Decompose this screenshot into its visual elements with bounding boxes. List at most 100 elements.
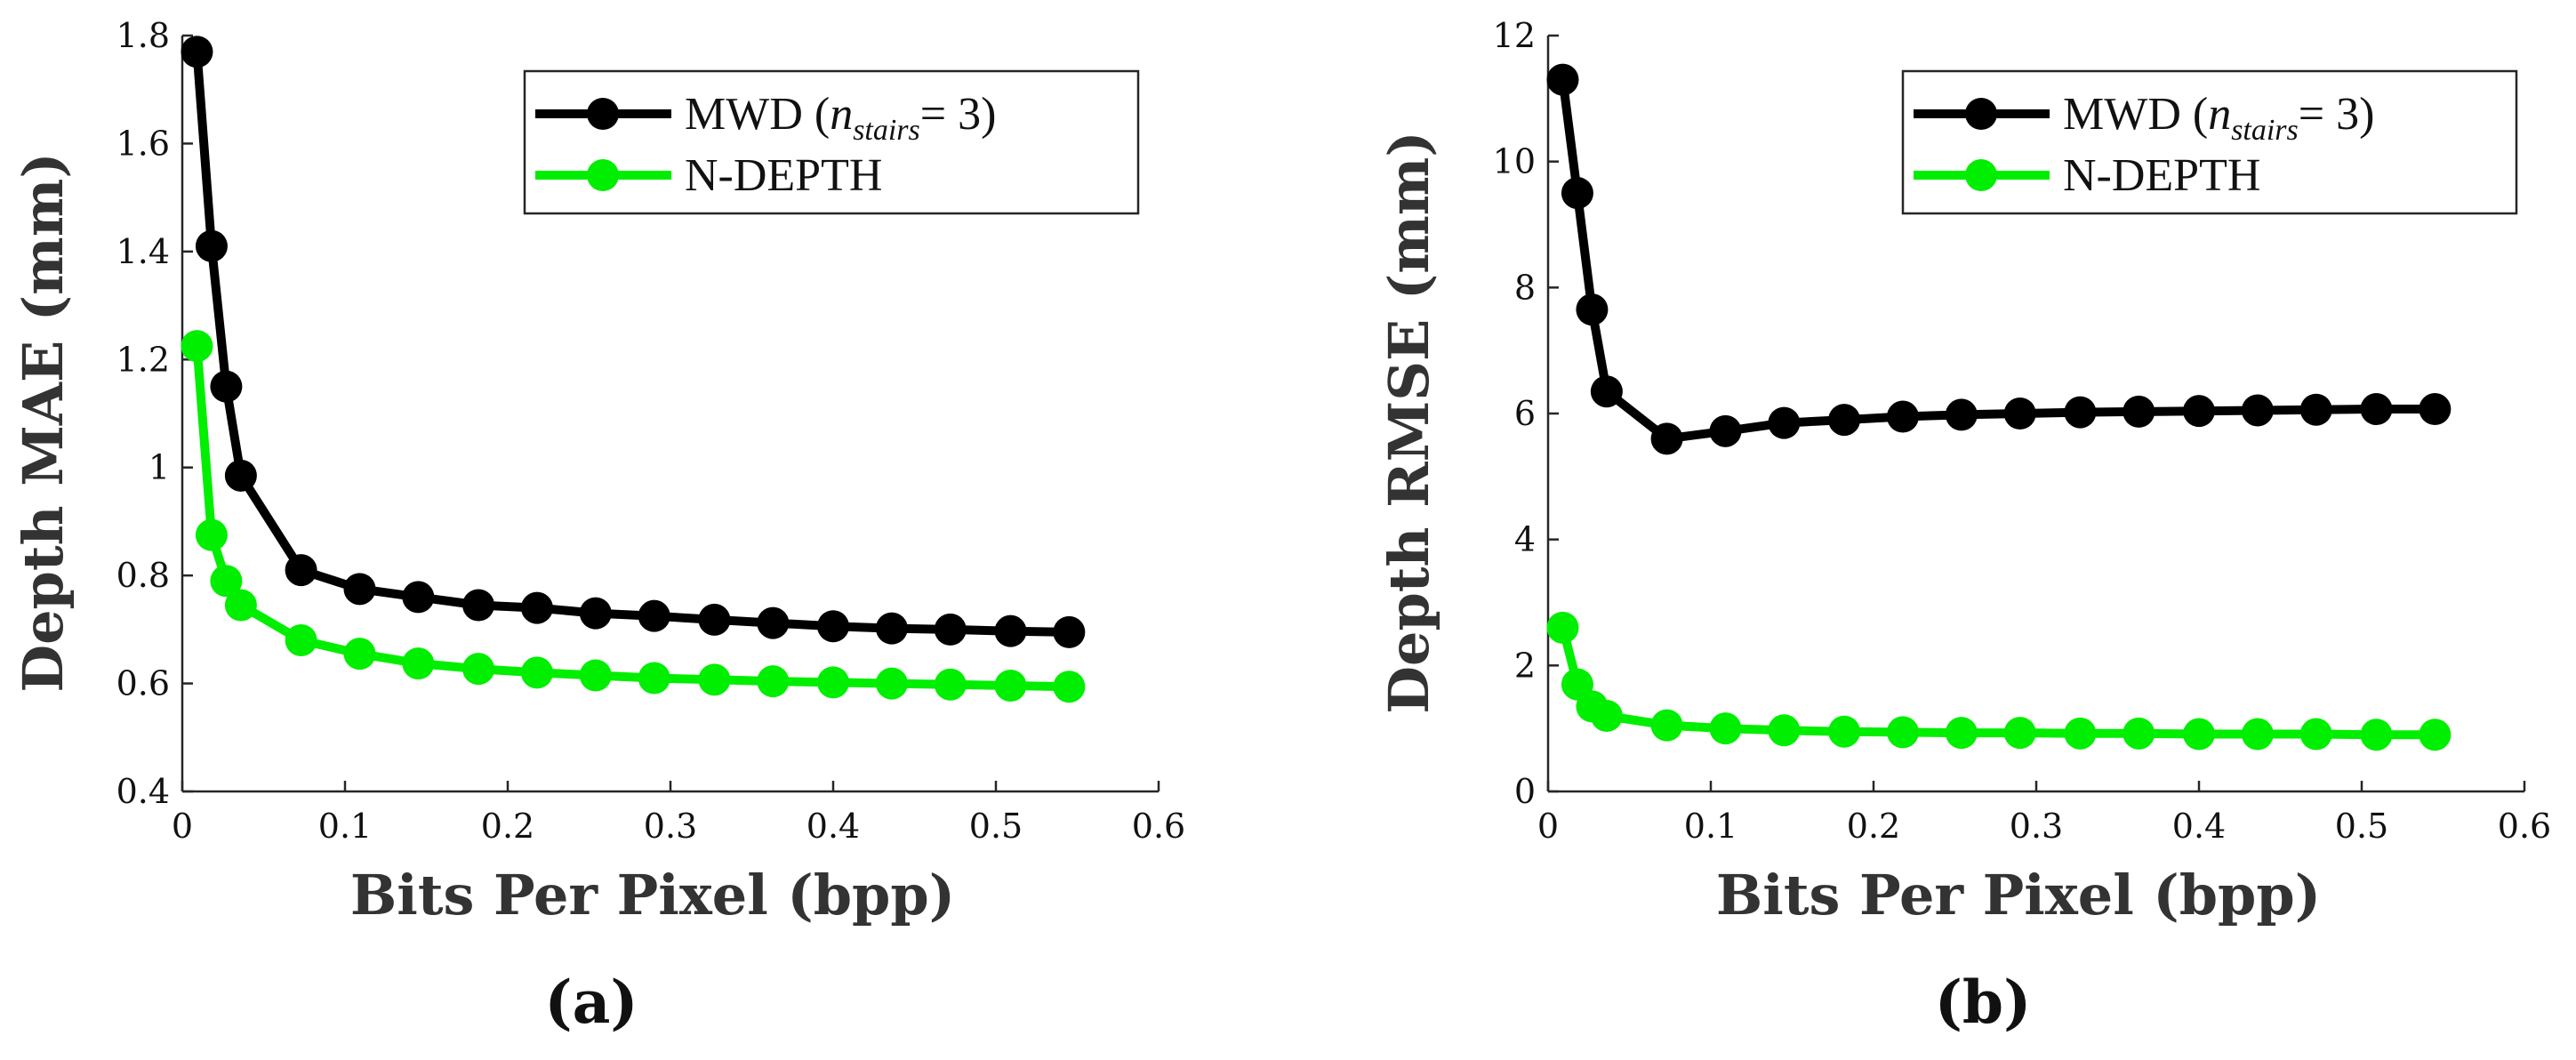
legend-suffix: = 3) [2299,89,2375,140]
legend-sub: stairs [853,114,920,147]
y-tick-label: 12 [1493,16,1536,55]
panel-b: 0 0.1 0.2 0.3 0.4 0.5 0.6 0 2 4 6 8 10 12 Bits Per Pix… [1376,16,2551,1037]
legend-prefix: MWD ( [2063,89,2208,140]
x-tick-label: 0.1 [1684,807,1737,846]
x-tick-label: 0.1 [318,807,372,846]
data-point-0 [1709,414,1742,447]
panel-label: (b) [1935,968,2032,1037]
x-tick-label: 0.6 [2498,807,2551,846]
data-point-0 [579,597,612,630]
x-tick-label: 0.6 [1132,807,1185,846]
data-point-1 [2299,718,2332,751]
data-point-1 [698,663,731,696]
legend-prefix: MWD ( [685,89,830,140]
data-point-1 [2183,718,2215,751]
legend-marker-1 [1965,159,1997,191]
x-tick-label: 0.2 [481,807,534,846]
data-point-1 [2123,717,2155,750]
data-point-1 [579,659,612,692]
data-point-0 [1561,177,1593,210]
y-tick-label: 1.6 [116,124,170,163]
legend: MWD (nstairs= 3)N-DEPTH [1901,69,2518,215]
data-point-1 [1945,717,1978,750]
data-point-1 [2419,719,2452,751]
data-point-1 [1768,714,1801,747]
data-point-1 [1590,700,1623,732]
y-tick-label: 1.2 [116,340,170,379]
legend-sub: stairs [2231,114,2299,147]
y-tick-label: 0 [1514,772,1536,811]
data-point-0 [1886,400,1919,433]
data-point-0 [2183,395,2215,428]
data-point-0 [2123,395,2155,428]
y-tick-label: 0.4 [116,772,170,811]
data-point-1 [462,653,495,686]
data-point-0 [1576,293,1609,326]
data-point-1 [2360,719,2393,751]
legend-box [523,69,1140,215]
data-point-0 [2360,393,2393,426]
data-point-0 [1768,406,1801,439]
data-point-1 [1709,712,1742,745]
data-point-0 [1053,615,1086,648]
data-point-1 [1053,671,1086,703]
legend-marker-0 [1965,98,1997,130]
legend-box [1901,69,2518,215]
y-axis-label: Depth RMSE (mm) [1376,131,1441,714]
data-point-0 [875,612,908,645]
data-point-1 [402,647,435,680]
legend-label-0: MWD (nstairs= 3) [685,89,996,147]
data-point-1 [638,662,670,695]
legend-marker-0 [587,98,619,130]
data-point-0 [195,229,228,262]
legend-suffix: = 3) [920,89,997,140]
panel-label: (a) [544,968,638,1037]
y-tick-label: 4 [1514,520,1536,559]
x-tick-label: 0.5 [969,807,1023,846]
x-tick-label: 0 [1537,807,1559,846]
data-point-0 [817,610,849,643]
data-point-1 [1828,715,1861,748]
data-point-1 [994,670,1027,702]
data-point-1 [2003,717,2036,750]
data-point-0 [2003,398,2036,430]
data-point-1 [1546,611,1579,644]
data-point-0 [1590,375,1623,408]
y-tick-label: 8 [1514,268,1536,307]
y-tick-label: 10 [1493,142,1536,181]
data-point-0 [224,459,257,492]
y-tick-label: 0.6 [116,664,170,703]
x-tick-label: 0.2 [1847,807,1900,846]
data-point-0 [520,591,553,624]
data-point-0 [1828,404,1861,437]
data-point-0 [757,606,790,639]
data-point-0 [1650,422,1683,455]
data-point-1 [1650,709,1683,742]
x-tick-label: 0.3 [2010,807,2063,846]
data-point-1 [757,665,790,698]
x-axis-label: Bits Per Pixel (bpp) [1716,863,2321,928]
data-point-1 [224,589,257,622]
y-tick-label: 6 [1514,394,1536,433]
panel-a: 0 0.1 0.2 0.3 0.4 0.5 0.6 0.4 0.6 0.8 1 1.2 1.4 1.6 1.… [11,16,1185,1037]
y-axis-label: Depth MAE (mm) [11,152,76,692]
legend-marker-1 [587,159,619,191]
x-tick-label: 0.4 [807,807,860,846]
data-point-0 [462,589,495,622]
data-point-1 [195,518,228,551]
y-tick-label: 2 [1514,646,1536,685]
x-tick-label: 0.5 [2335,807,2388,846]
data-point-0 [181,36,213,68]
data-point-1 [2241,718,2274,751]
data-point-0 [2241,394,2274,427]
y-tick-label: 1.8 [116,16,170,55]
data-point-1 [181,330,213,363]
data-point-1 [1886,716,1919,749]
data-point-0 [638,599,670,632]
x-axis-label: Bits Per Pixel (bpp) [350,863,955,928]
data-point-0 [698,603,731,636]
data-point-0 [2419,393,2452,426]
data-point-0 [1546,63,1579,96]
data-point-0 [1945,398,1978,431]
x-tick-label: 0.3 [644,807,697,846]
